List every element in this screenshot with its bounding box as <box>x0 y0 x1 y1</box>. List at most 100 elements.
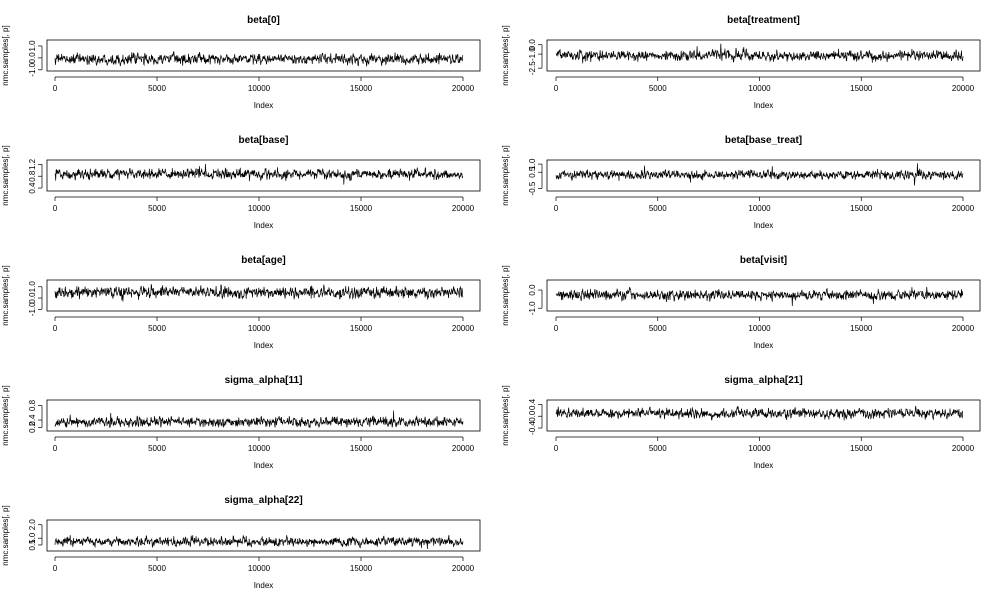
y-axis-label: nmc.samples[, p] <box>1 25 10 85</box>
y-axis-label: nmc.samples[, p] <box>1 145 10 205</box>
x-tick-label: 15000 <box>350 324 373 333</box>
y-axis: 0.51.02.0 <box>28 519 43 551</box>
x-tick-label: 15000 <box>350 564 373 573</box>
x-tick-label: 5000 <box>649 324 667 333</box>
y-axis: -0.5 0.51.0 <box>528 158 543 195</box>
plot-title: beta[age] <box>241 255 285 266</box>
x-tick-label: 10000 <box>748 324 771 333</box>
y-tick-label: 0.8 <box>28 170 37 182</box>
x-tick-label: 5000 <box>649 204 667 213</box>
trace-line <box>54 51 464 67</box>
x-tick-label: 0 <box>554 324 559 333</box>
x-tick-label: 20000 <box>952 444 975 453</box>
x-tick-label: 10000 <box>248 444 271 453</box>
y-tick-label: 0.0 <box>528 284 537 296</box>
trace-plot-6: sigma_alpha[11] 0 5000 10000 15000 20000 Index… <box>1 375 481 470</box>
x-tick-label: 15000 <box>850 444 873 453</box>
x-axis: 0 5000 10000 15000 20000 <box>53 76 475 93</box>
trace-plot-5: beta[visit] 0 5000 10000 15000 20000 Index -1.0… <box>501 255 981 350</box>
x-tick-label: 15000 <box>850 84 873 93</box>
x-tick-label: 10000 <box>748 84 771 93</box>
plot-title: beta[base_treat] <box>725 135 802 146</box>
plot-title: sigma_alpha[11] <box>225 375 303 386</box>
y-tick-label: 0.2 <box>28 421 37 433</box>
trace-plot-0: beta[0] 0 5000 10000 15000 20000 Index -1.00.01… <box>1 15 481 110</box>
y-tick-label: 0.5 <box>28 539 37 551</box>
x-tick-label: 20000 <box>452 204 475 213</box>
x-axis-label: Index <box>254 101 274 110</box>
trace-line <box>54 163 464 185</box>
trace-line <box>54 283 464 302</box>
y-axis-label: nmc.samples[, p] <box>1 505 10 565</box>
plot-title: beta[visit] <box>740 255 787 266</box>
y-tick-label: -1.0 <box>28 302 37 316</box>
trace-plot-2: beta[base] 0 5000 10000 15000 20000 Index 0.40.… <box>1 135 481 230</box>
y-tick-label: 1.0 <box>528 158 537 170</box>
trace-line <box>54 534 464 550</box>
x-tick-label: 20000 <box>952 324 975 333</box>
y-axis: -0.40.00.4 <box>528 398 543 435</box>
y-axis: -1.0 0.0 <box>528 284 543 315</box>
y-axis: 0.40.81.2 <box>28 158 43 194</box>
plot-frame <box>46 279 481 312</box>
y-axis: -1.00.01.0 <box>28 40 43 77</box>
plot-frame <box>546 159 981 192</box>
trace-line <box>555 286 964 307</box>
x-tick-label: 10000 <box>248 564 271 573</box>
x-tick-label: 0 <box>53 444 58 453</box>
x-tick-label: 5000 <box>649 84 667 93</box>
x-axis: 0 5000 10000 15000 20000 <box>53 556 475 573</box>
x-axis: 0 5000 10000 15000 20000 <box>53 316 475 333</box>
x-tick-label: 5000 <box>148 324 166 333</box>
y-axis-label: nmc.samples[, p] <box>501 145 510 205</box>
y-tick-label: -2.5 <box>528 61 537 75</box>
x-tick-label: 20000 <box>452 324 475 333</box>
x-axis-label: Index <box>754 221 774 230</box>
x-axis-label: Index <box>254 461 274 470</box>
x-tick-label: 20000 <box>452 444 475 453</box>
y-tick-label: 0.8 <box>28 399 37 411</box>
y-tick-label: 1.0 <box>28 281 37 293</box>
x-tick-label: 10000 <box>248 204 271 213</box>
x-tick-label: 20000 <box>452 84 475 93</box>
x-tick-label: 20000 <box>952 84 975 93</box>
trace-line <box>54 410 464 429</box>
x-tick-label: 10000 <box>248 84 271 93</box>
trace-line <box>555 163 964 186</box>
y-tick-label: -1.0 <box>528 301 537 315</box>
y-tick-label: 0.4 <box>528 398 537 410</box>
trace-plot-1: beta[treatment] 0 5000 10000 15000 20000 Index… <box>501 15 981 110</box>
x-axis-label: Index <box>254 341 274 350</box>
x-axis-label: Index <box>754 101 774 110</box>
x-tick-label: 0 <box>554 444 559 453</box>
plot-frame <box>46 399 481 432</box>
plot-title: sigma_alpha[22] <box>224 495 302 506</box>
y-tick-label: 1.0 <box>28 532 37 544</box>
y-tick-label: 0.0 <box>528 39 537 51</box>
trace-plot-3: beta[base_treat] 0 5000 10000 15000 20000 Inde… <box>501 135 981 230</box>
y-axis: -2.5-1.00.0 <box>528 39 543 75</box>
x-axis: 0 5000 10000 15000 20000 <box>554 76 975 93</box>
x-tick-label: 5000 <box>148 84 166 93</box>
x-tick-label: 0 <box>53 204 58 213</box>
y-axis-label: nmc.samples[, p] <box>501 385 510 445</box>
x-axis: 0 5000 10000 15000 20000 <box>554 436 975 453</box>
trace-plot-8: sigma_alpha[22] 0 5000 10000 15000 20000 Index… <box>1 495 481 590</box>
y-tick-label: -0.5 <box>528 181 537 195</box>
plot-frame <box>46 519 481 552</box>
x-tick-label: 20000 <box>452 564 475 573</box>
x-tick-label: 0 <box>554 84 559 93</box>
x-tick-label: 5000 <box>148 204 166 213</box>
x-tick-label: 0 <box>53 564 58 573</box>
x-tick-label: 5000 <box>148 564 166 573</box>
x-tick-label: 0 <box>53 324 58 333</box>
y-tick-label: -1.0 <box>28 62 37 76</box>
x-tick-label: 20000 <box>952 204 975 213</box>
x-tick-label: 0 <box>53 84 58 93</box>
y-tick-label: 0.4 <box>28 414 37 426</box>
x-tick-label: 15000 <box>350 444 373 453</box>
x-tick-label: 15000 <box>350 204 373 213</box>
x-axis: 0 5000 10000 15000 20000 <box>53 196 475 213</box>
